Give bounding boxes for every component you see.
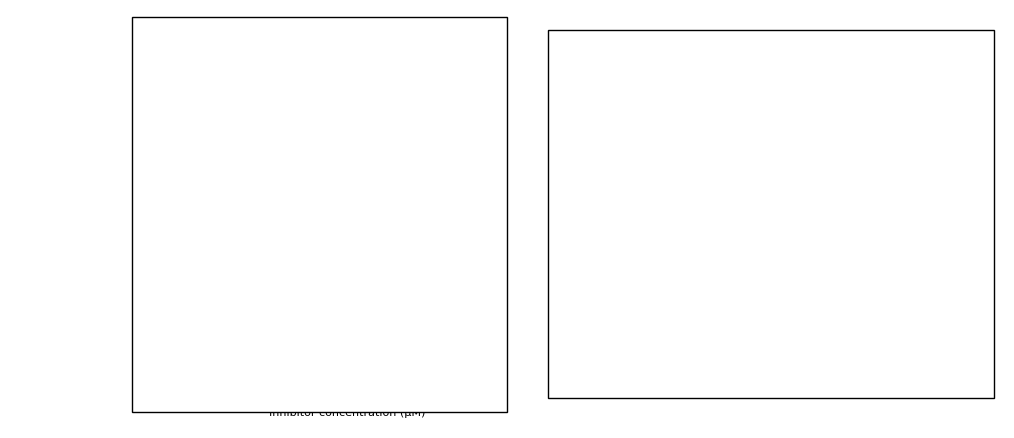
Text: 4': 4' bbox=[573, 115, 579, 120]
Text: NH: NH bbox=[910, 246, 922, 255]
Text: 4: 4 bbox=[704, 115, 708, 120]
Text: R₁: =O,       R₂: -SO₃H  Indirubin-5-sulphonic acid: R₁: =O, R₂: -SO₃H Indirubin-5-sulphonic … bbox=[566, 331, 802, 341]
Text: 5: 5 bbox=[750, 88, 754, 93]
Text: R₂: R₂ bbox=[748, 77, 757, 86]
Text: O: O bbox=[916, 158, 922, 167]
Text: 8': 8' bbox=[672, 136, 678, 141]
Text: 7': 7' bbox=[645, 158, 651, 162]
Text: 8: 8 bbox=[750, 174, 754, 179]
Text: 1': 1' bbox=[643, 113, 648, 118]
Text: NH: NH bbox=[654, 126, 666, 135]
Text: 6': 6' bbox=[625, 174, 631, 179]
Legend: Indigo, Isoindigo, Indirubin, 5-chloro-indirubin, Indirubin-3'-monoxime, Indirub: Indigo, Isoindigo, Indirubin, 5-chloro-i… bbox=[207, 310, 337, 377]
Text: NH: NH bbox=[910, 79, 922, 88]
Text: R₁: =O,       R₂ -Cl      5-chloro-indirubin: R₁: =O, R₂ -Cl 5-chloro-indirubin bbox=[566, 294, 755, 304]
Text: 5': 5' bbox=[573, 148, 579, 153]
X-axis label: Inhibitor concentration (μM): Inhibitor concentration (μM) bbox=[269, 407, 426, 417]
Text: 7: 7 bbox=[797, 148, 801, 153]
Text: NH: NH bbox=[772, 104, 783, 113]
Text: NH: NH bbox=[912, 82, 924, 92]
Text: O: O bbox=[943, 166, 949, 176]
Text: 6: 6 bbox=[797, 115, 801, 120]
Text: O: O bbox=[614, 161, 621, 170]
Text: R₁: R₁ bbox=[639, 93, 647, 102]
Text: 2'3: 2'3 bbox=[620, 130, 628, 135]
Y-axis label: CDK1–cyclin B kinase activity
(per cent of maximal activity): CDK1–cyclin B kinase activity (per cent … bbox=[148, 137, 170, 292]
Text: 2 3: 2 3 bbox=[736, 134, 745, 139]
Text: 9: 9 bbox=[704, 148, 708, 153]
Text: R₁: =NOH, R₂: -H    Indirubin-3′-monoxime   Isoindigo: R₁: =NOH, R₂: -H Indirubin-3′-monoxime I… bbox=[566, 258, 823, 268]
Text: 9': 9' bbox=[645, 112, 651, 117]
